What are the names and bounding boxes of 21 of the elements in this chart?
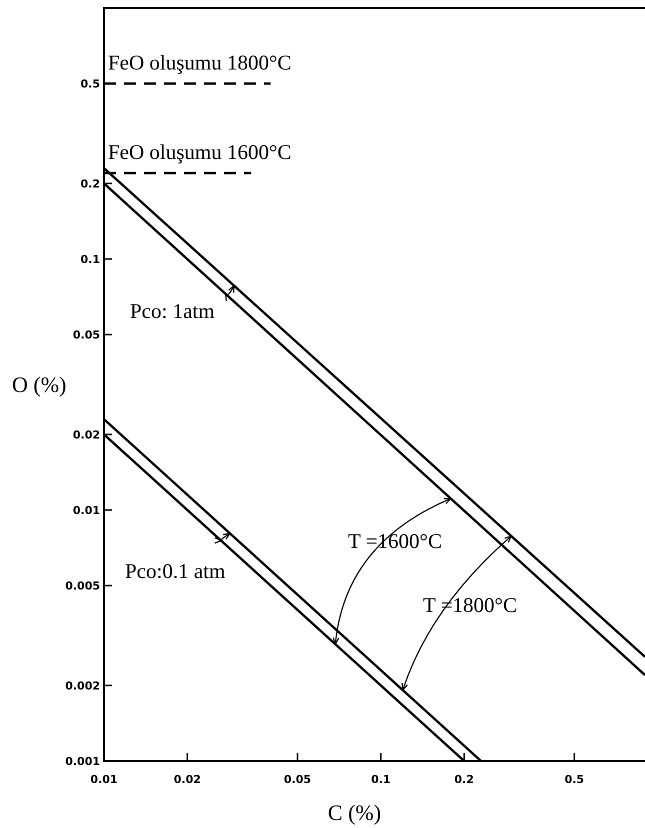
annotation: Pco:0.1 atm: [125, 559, 226, 583]
y-tick-label: 0.001: [65, 755, 100, 768]
series-label: FeO oluşumu 1600°C: [108, 140, 292, 164]
y-axis-title: O (%): [12, 372, 66, 397]
x-tick-label: 0.5: [564, 773, 584, 786]
y-tick-label: 0.05: [72, 328, 100, 342]
y-tick-label: 0.1: [80, 253, 100, 266]
x-axis-title: C (%): [328, 800, 382, 825]
x-tick-label: 0.02: [174, 773, 201, 786]
x-tick-label: 0.05: [284, 773, 312, 786]
x-tick-label: 0.01: [90, 773, 118, 786]
y-tick-label: 0.002: [65, 679, 100, 692]
annotation: Pco: 1atm: [130, 299, 215, 323]
x-tick-label: 0.1: [371, 773, 391, 786]
series-label: FeO oluşumu 1800°C: [108, 50, 292, 75]
y-tick-label: 0.02: [72, 428, 100, 442]
y-tick-label: 0.5: [80, 78, 100, 91]
y-tick-label: 0.01: [72, 504, 100, 517]
x-tick-label: 0.2: [454, 773, 474, 786]
y-tick-label: 0.005: [65, 580, 100, 593]
y-tick-label: 0.2: [80, 177, 100, 190]
